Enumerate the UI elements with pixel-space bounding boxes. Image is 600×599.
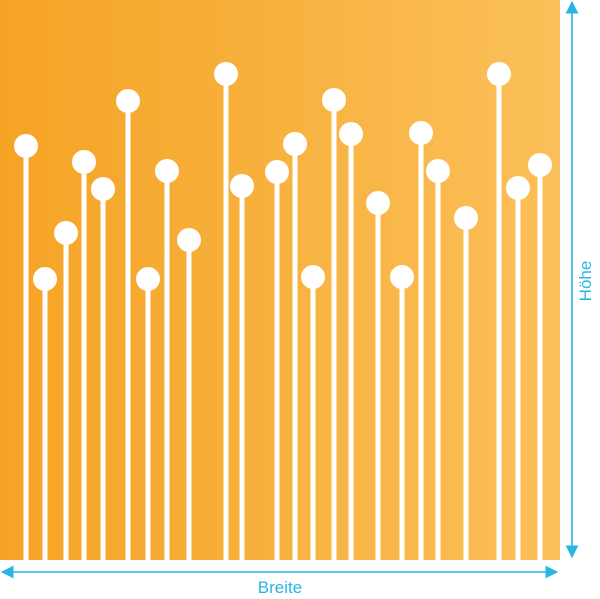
stem-line — [186, 240, 192, 560]
stem-ball — [506, 176, 530, 200]
stem-ball — [136, 267, 160, 291]
stem-line — [375, 203, 381, 560]
height-label: Höhe — [576, 260, 595, 302]
stems-group — [14, 62, 552, 560]
stem-ball — [528, 153, 552, 177]
stem-line — [331, 100, 337, 560]
stem-ball — [265, 160, 289, 184]
stem-ball — [366, 191, 390, 215]
stem-line — [435, 171, 441, 560]
stem-line — [164, 171, 170, 560]
stem-line — [223, 74, 229, 560]
stem-ball — [390, 265, 414, 289]
stem-ball — [487, 62, 511, 86]
stem-line — [515, 188, 521, 560]
stem-ball — [177, 228, 201, 252]
stem-ball — [454, 206, 478, 230]
stem-ball — [214, 62, 238, 86]
stem-line — [145, 279, 151, 560]
stem-line — [292, 144, 298, 560]
width-label: Breite — [257, 578, 303, 597]
stem-line — [239, 186, 245, 560]
stem-line — [23, 146, 29, 560]
stem-line — [537, 165, 543, 560]
stem-ball — [322, 88, 346, 112]
stem-line — [63, 233, 69, 560]
stem-line — [463, 218, 469, 560]
stem-line — [125, 101, 131, 560]
stem-ball — [33, 267, 57, 291]
stem-ball — [339, 122, 363, 146]
stem-ball — [283, 132, 307, 156]
stem-line — [496, 74, 502, 560]
stem-ball — [301, 265, 325, 289]
stem-ball — [91, 177, 115, 201]
stem-line — [81, 162, 87, 560]
stem-line — [418, 133, 424, 560]
stem-line — [310, 277, 316, 560]
stem-ball — [409, 121, 433, 145]
stem-line — [274, 172, 280, 560]
stem-ball — [116, 89, 140, 113]
stem-line — [42, 279, 48, 560]
stem-line — [399, 277, 405, 560]
stem-ball — [72, 150, 96, 174]
stem-ball — [155, 159, 179, 183]
stem-ball — [54, 221, 78, 245]
stem-ball — [230, 174, 254, 198]
stem-ball — [14, 134, 38, 158]
stem-line — [348, 134, 354, 560]
stem-ball — [426, 159, 450, 183]
stem-line — [100, 189, 106, 560]
